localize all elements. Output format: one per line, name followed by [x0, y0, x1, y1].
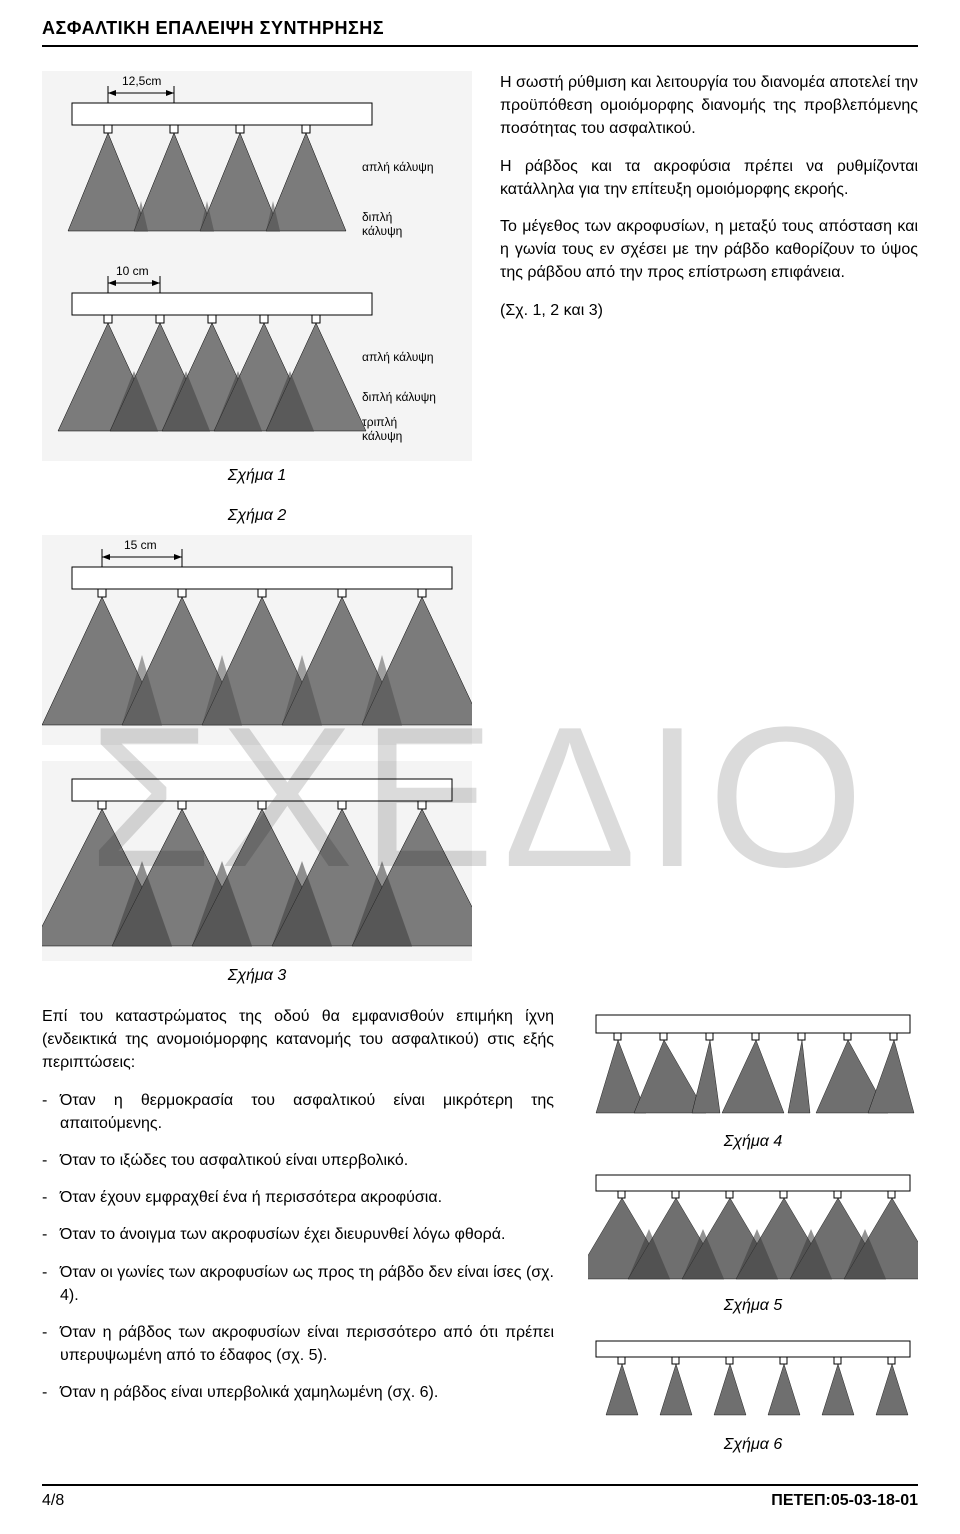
footer-doc-code: ΠΕΤΕΠ:05-03-18-01	[771, 1492, 918, 1510]
lower-text-column: Επί του καταστρώματος της οδού θα εμφανι…	[42, 1005, 554, 1472]
conditions-list: Όταν η θερμοκρασία του ασφαλτικού είναι …	[42, 1089, 554, 1405]
list-item: Όταν η ράβδος είναι υπερβολικά χαμηλωμέν…	[42, 1381, 554, 1404]
figure-5-caption: Σχήμα 5	[588, 1297, 918, 1315]
page-title: ΑΣΦΑΛΤΙΚΗ ΕΠΑΛΕΙΨΗ ΣΥΝΤΗΡΗΣΗΣ	[42, 18, 918, 45]
header-rule	[42, 45, 918, 47]
para-1: Η σωστή ρύθμιση και λειτουργία του διανο…	[500, 71, 918, 141]
dim-label-10: 10 cm	[116, 264, 149, 278]
right-figures-column: Σχήμα 4	[588, 1005, 918, 1472]
footer-page-number: 4/8	[42, 1492, 64, 1510]
figure-3-caption: Σχήμα 3	[42, 967, 472, 985]
fig1-upper-single: απλή κάλυψη	[362, 160, 434, 174]
figure-6-caption: Σχήμα 6	[588, 1436, 918, 1454]
svg-text:κάλυψη: κάλυψη	[362, 429, 402, 443]
lower-lead: Επί του καταστρώματος της οδού θα εμφανι…	[42, 1005, 554, 1075]
dim-label-12-5: 12,5cm	[122, 74, 161, 88]
page-footer: 4/8 ΠΕΤΕΠ:05-03-18-01	[42, 1472, 918, 1510]
svg-text:κάλυψη: κάλυψη	[362, 224, 402, 238]
list-item: Όταν η ράβδος των ακροφυσίων είναι περισ…	[42, 1321, 554, 1367]
fig1-lower-double: διπλή κάλυψη	[362, 390, 436, 404]
figure-1-slot: 12,5cm	[42, 71, 472, 495]
figure-3	[42, 761, 472, 961]
list-item: Όταν έχουν εμφραχθεί ένα ή περισσότερα α…	[42, 1186, 554, 1209]
svg-text:τριπλή: τριπλή	[362, 415, 397, 429]
figure-4-caption: Σχήμα 4	[588, 1133, 918, 1151]
figure-3-slot: Σχήμα 3	[42, 761, 472, 985]
figure-2: 15 cm	[42, 535, 472, 745]
figure-4	[588, 1005, 918, 1125]
figure-2-caption: Σχήμα 2	[42, 507, 472, 525]
figure-1-caption: Σχήμα 1	[42, 467, 472, 485]
para-2: Η ράβδος και τα ακροφύσια πρέπει να ρυθμ…	[500, 155, 918, 201]
list-item: Όταν το άνοιγμα των ακροφυσίων έχει διευ…	[42, 1223, 554, 1246]
list-item: Όταν το ιξώδες του ασφαλτικού είναι υπερ…	[42, 1149, 554, 1172]
figure-5	[588, 1169, 918, 1289]
figure-1: 12,5cm	[42, 71, 472, 461]
fig1-lower-single: απλή κάλυψη	[362, 350, 434, 364]
list-item: Όταν η θερμοκρασία του ασφαλτικού είναι …	[42, 1089, 554, 1135]
figure-6	[588, 1333, 918, 1428]
dim-label-15: 15 cm	[124, 538, 157, 552]
para-4: (Σχ. 1, 2 και 3)	[500, 299, 918, 322]
fig1-upper-double: διπλή	[362, 210, 392, 224]
intro-text-column: Η σωστή ρύθμιση και λειτουργία του διανο…	[500, 71, 918, 495]
para-3: Το μέγεθος των ακροφυσίων, η μεταξύ τους…	[500, 215, 918, 285]
list-item: Όταν οι γωνίες των ακροφυσίων ως προς τη…	[42, 1261, 554, 1307]
